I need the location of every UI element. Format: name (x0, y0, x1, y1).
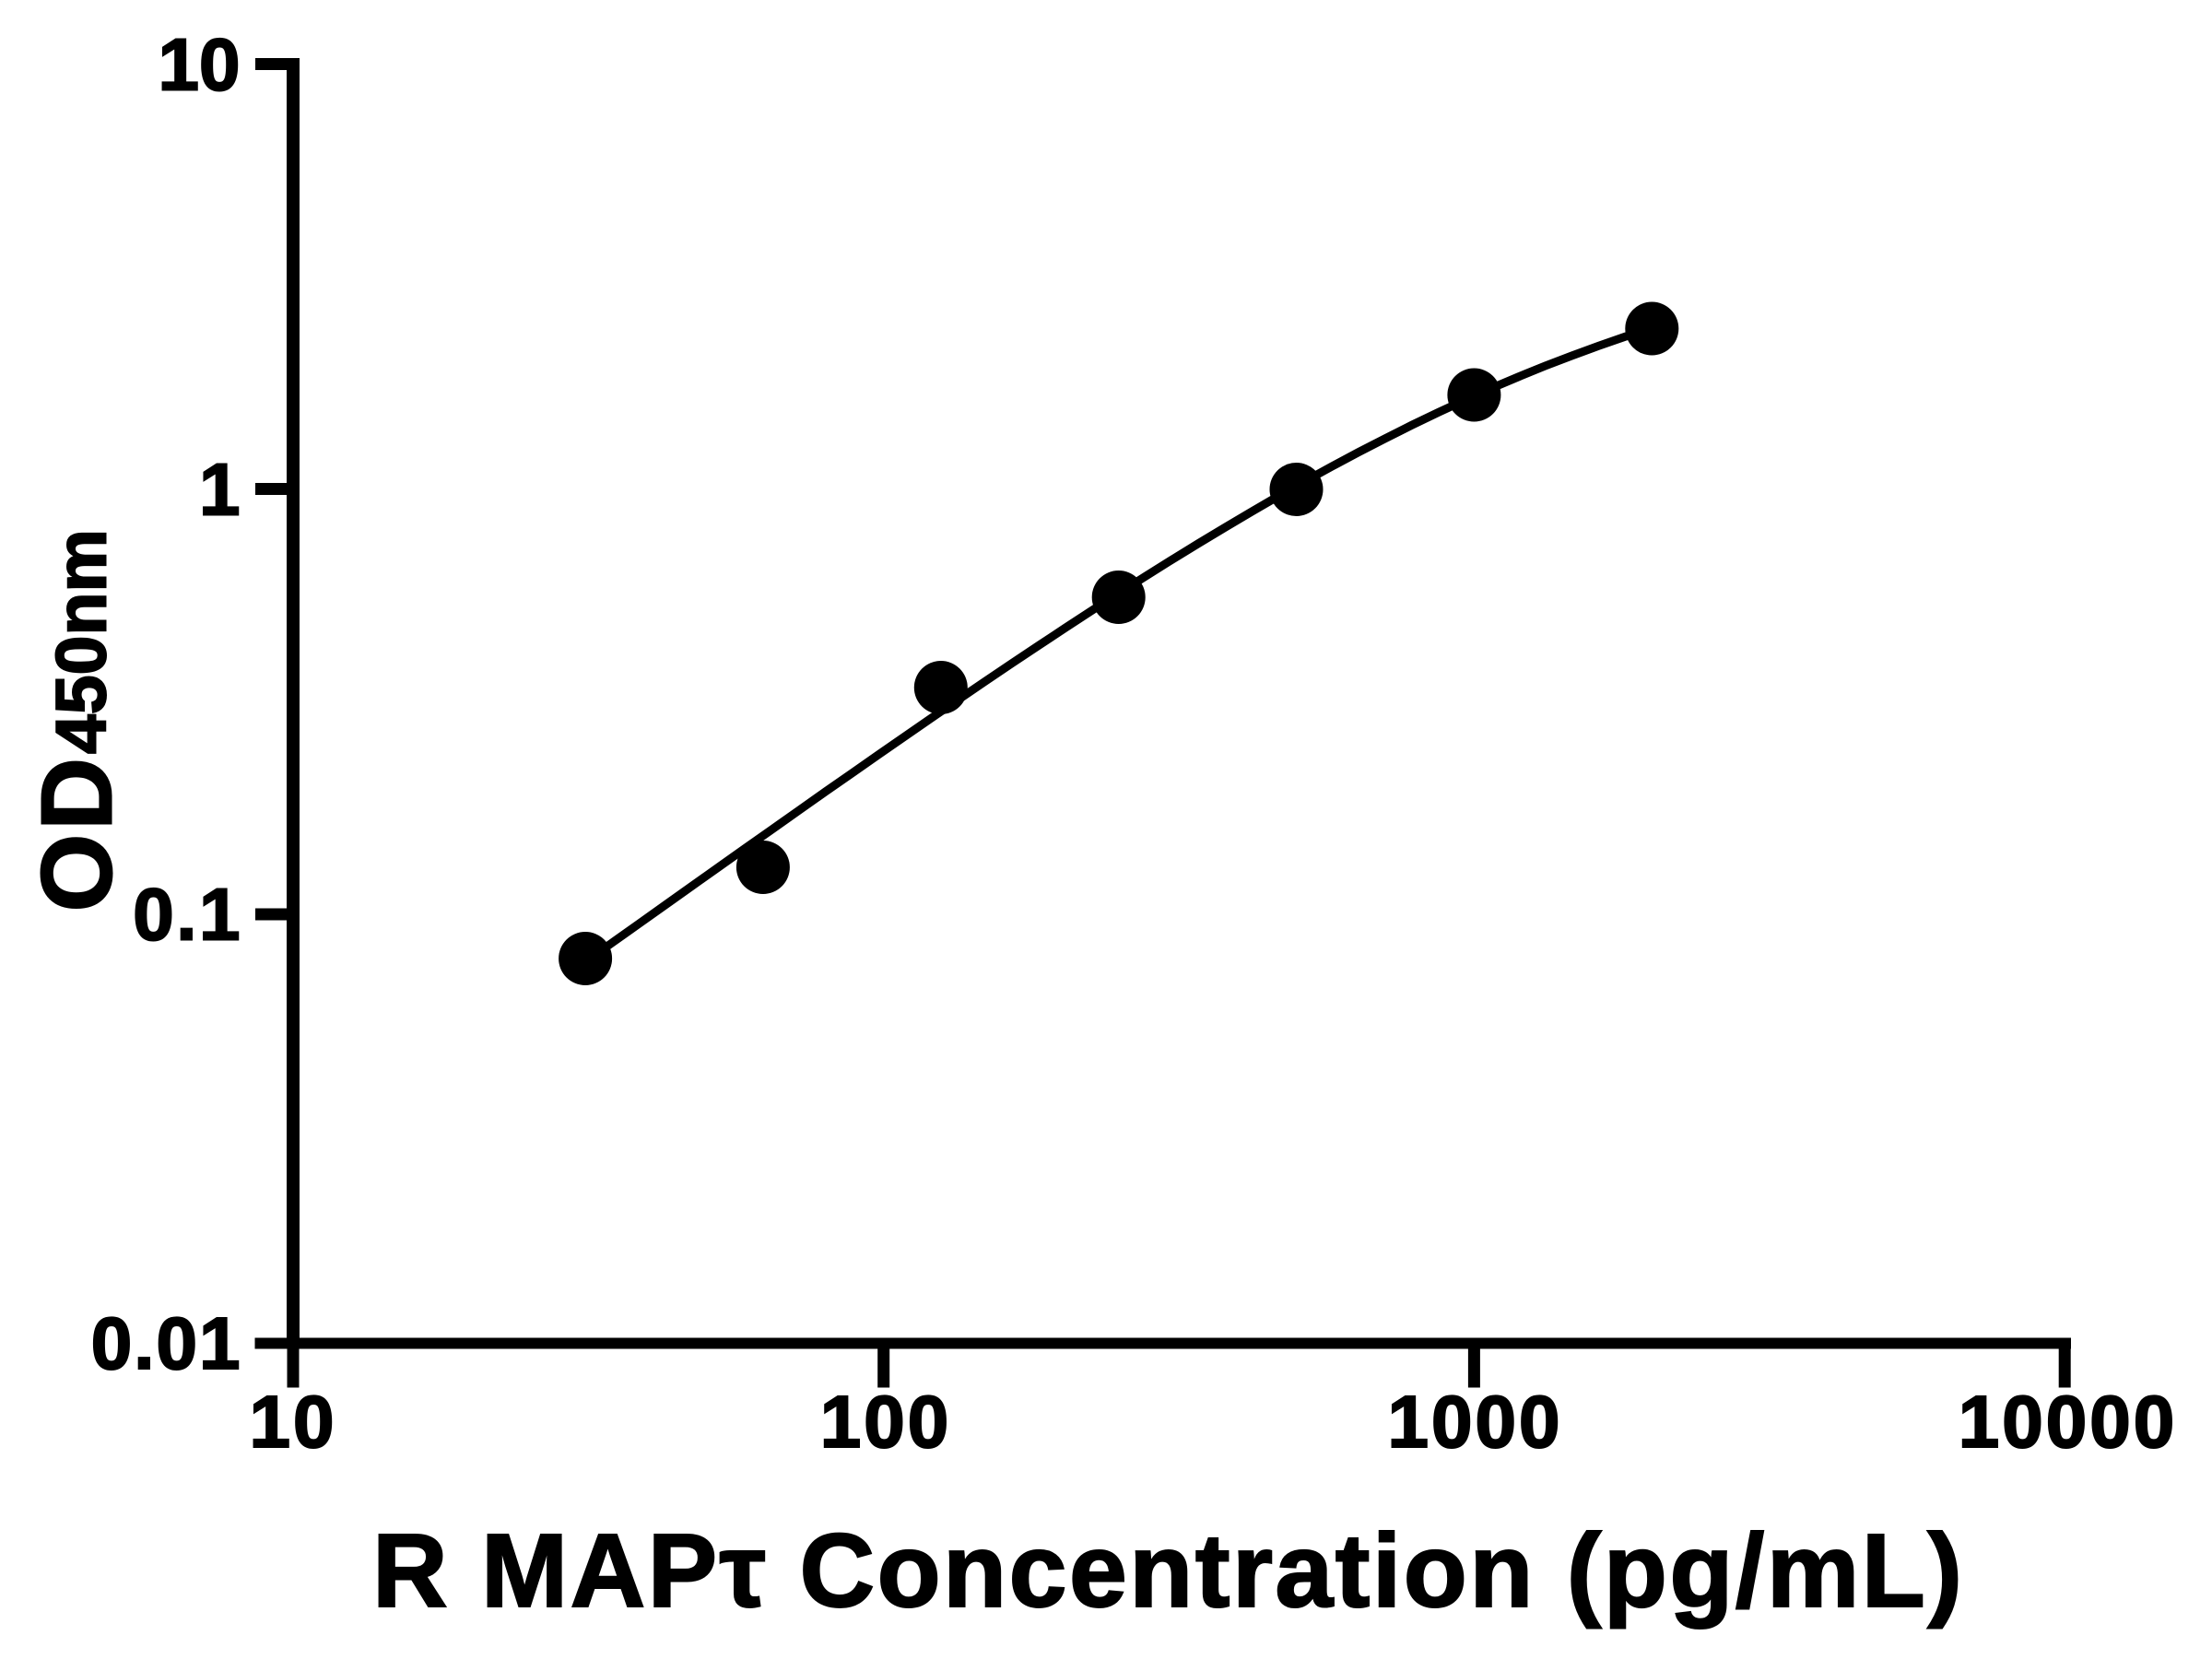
svg-text:10: 10 (250, 1381, 337, 1463)
svg-text:10000: 10000 (1959, 1381, 2177, 1463)
svg-text:100: 100 (820, 1381, 951, 1463)
svg-text:R MAPτ Concentration (pg/mL): R MAPτ Concentration (pg/mL) (372, 1512, 1964, 1629)
svg-text:10: 10 (159, 24, 241, 106)
svg-text:1000: 1000 (1388, 1381, 1563, 1463)
svg-text:0.1: 0.1 (133, 874, 242, 956)
svg-text:0.01: 0.01 (91, 1302, 242, 1384)
svg-text:1: 1 (199, 449, 241, 531)
